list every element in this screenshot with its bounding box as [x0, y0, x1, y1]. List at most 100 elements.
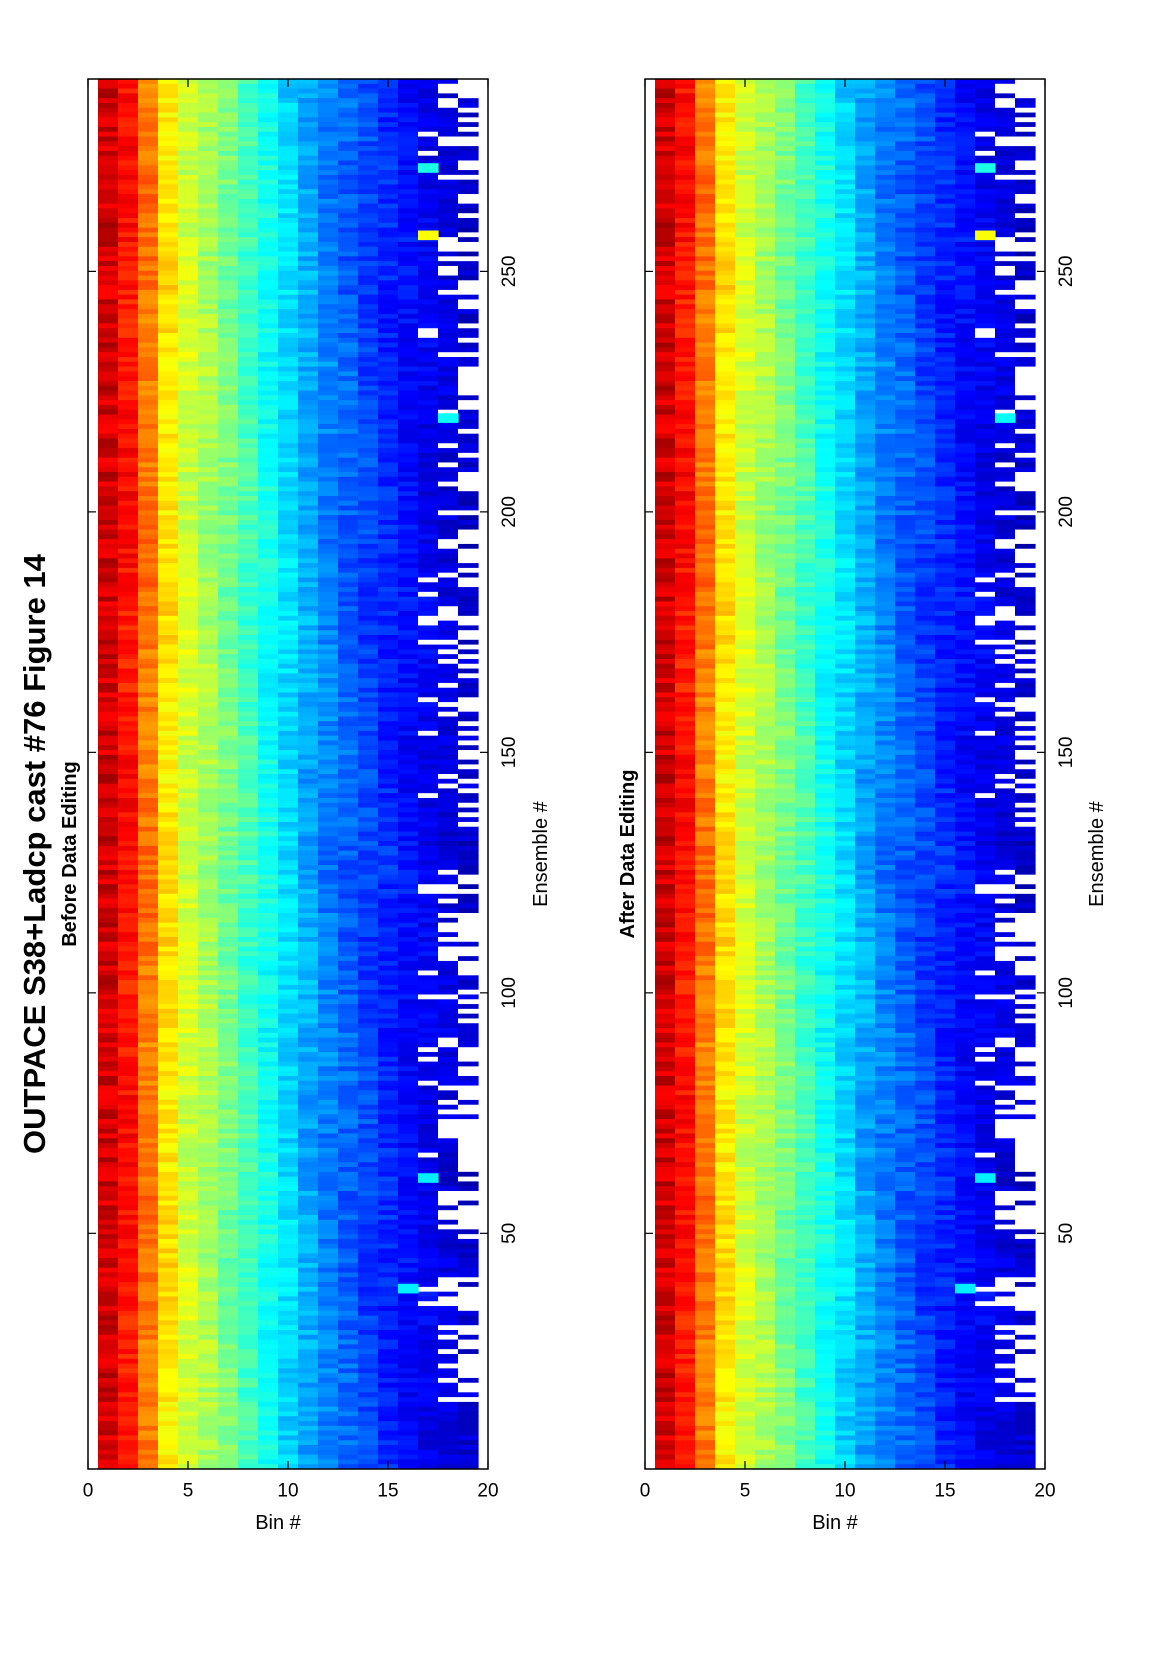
- heatmap-cell: [258, 1420, 279, 1426]
- heatmap-cell: [258, 969, 279, 976]
- heatmap-cell: [418, 725, 439, 731]
- heatmap-cell: [418, 92, 439, 99]
- heatmap-cell: [178, 754, 199, 760]
- heatmap-cell: [278, 313, 299, 319]
- heatmap-cell: [318, 1247, 339, 1254]
- heatmap-cell: [238, 418, 259, 425]
- heatmap-cell: [258, 941, 279, 947]
- heatmap-cell: [278, 1367, 299, 1374]
- heatmap-cell: [338, 500, 359, 506]
- heatmap-cell: [298, 1406, 319, 1412]
- heatmap-cell: [158, 1113, 179, 1120]
- heatmap-cell: [418, 797, 439, 803]
- heatmap-cell: [418, 696, 439, 703]
- heatmap-cell: [338, 447, 359, 453]
- heatmap-cell: [338, 140, 359, 147]
- heatmap-cell: [318, 1180, 339, 1187]
- heatmap-cell: [198, 1343, 219, 1350]
- heatmap-cell: [258, 816, 279, 822]
- heatmap-cell: [258, 854, 279, 861]
- heatmap-cell: [358, 1108, 379, 1115]
- heatmap-cell: [98, 107, 119, 113]
- heatmap-cell: [218, 586, 239, 592]
- heatmap-cell: [258, 1324, 279, 1330]
- heatmap-cell: [118, 993, 139, 1000]
- heatmap-cell: [338, 792, 359, 798]
- heatmap-cell: [398, 1223, 419, 1230]
- heatmap-cell: [378, 634, 399, 640]
- heatmap-cell: [398, 806, 419, 813]
- heatmap-cell: [238, 898, 259, 904]
- heatmap-cell: [218, 1281, 239, 1287]
- heatmap-cell: [318, 504, 339, 511]
- heatmap-cell: [218, 725, 239, 731]
- heatmap-cell: [418, 476, 439, 482]
- heatmap-cell: [258, 183, 279, 190]
- heatmap-cell: [338, 303, 359, 310]
- heatmap-cell: [238, 749, 259, 755]
- heatmap-cell: [338, 466, 359, 473]
- heatmap-cell: [178, 720, 199, 727]
- heatmap-cell: [418, 667, 439, 674]
- heatmap-cell: [298, 672, 319, 679]
- heatmap-cell: [258, 303, 279, 310]
- heatmap-cell: [418, 792, 439, 798]
- heatmap-cell: [398, 945, 419, 952]
- heatmap-cell: [298, 476, 319, 482]
- heatmap-cell: [338, 989, 359, 995]
- heatmap-cell: [238, 1291, 259, 1297]
- heatmap-cell: [98, 188, 119, 195]
- heatmap-cell: [198, 945, 219, 952]
- heatmap-cell: [218, 131, 239, 137]
- heatmap-cell: [378, 763, 399, 770]
- heatmap-cell: [338, 749, 359, 755]
- heatmap-cell: [298, 509, 319, 516]
- heatmap-cell: [198, 1080, 219, 1086]
- heatmap-cell: [118, 433, 139, 439]
- heatmap-cell: [378, 298, 399, 305]
- heatmap-cell: [98, 840, 119, 846]
- heatmap-cell: [418, 409, 439, 415]
- heatmap-cell: [398, 826, 419, 832]
- heatmap-cell: [378, 543, 399, 549]
- heatmap-cell: [198, 725, 219, 731]
- heatmap-cell: [378, 1324, 399, 1330]
- heatmap-cell: [378, 1199, 399, 1206]
- heatmap-cell: [98, 730, 119, 736]
- heatmap-cell: [438, 1300, 459, 1307]
- heatmap-cell: [378, 131, 399, 137]
- heatmap-cell: [298, 121, 319, 127]
- heatmap-cell: [118, 893, 139, 899]
- heatmap-cell: [298, 1156, 319, 1163]
- heatmap-cell: [358, 677, 379, 683]
- heatmap-cell: [158, 955, 179, 961]
- heatmap-cell: [238, 1305, 259, 1311]
- heatmap-cell: [338, 1190, 359, 1196]
- heatmap-cell: [338, 294, 359, 300]
- heatmap-cell: [358, 533, 379, 540]
- heatmap-cell: [238, 701, 259, 707]
- heatmap-cell: [318, 854, 339, 861]
- heatmap-cell: [198, 135, 219, 142]
- heatmap-cell: [238, 1348, 259, 1354]
- heatmap-cell: [238, 1056, 259, 1062]
- heatmap-cell: [98, 121, 119, 127]
- heatmap-cell: [198, 1219, 219, 1225]
- heatmap-cell: [258, 1444, 279, 1450]
- heatmap-cell: [418, 1070, 439, 1076]
- heatmap-cell: [278, 725, 299, 731]
- heatmap-cell: [118, 811, 139, 818]
- heatmap-cell: [258, 121, 279, 127]
- heatmap-cell: [238, 1449, 259, 1455]
- heatmap-cell: [278, 912, 299, 918]
- heatmap-cell: [398, 1382, 419, 1388]
- heatmap-cell: [118, 1334, 139, 1340]
- heatmap-cell: [258, 1396, 279, 1402]
- heatmap-cell: [378, 1247, 399, 1254]
- heatmap-cell: [298, 1084, 319, 1091]
- heatmap-cell: [138, 303, 159, 310]
- heatmap-cell: [398, 969, 419, 976]
- heatmap-cell: [358, 250, 379, 257]
- heatmap-cell: [358, 437, 379, 444]
- heatmap-cell: [118, 1161, 139, 1168]
